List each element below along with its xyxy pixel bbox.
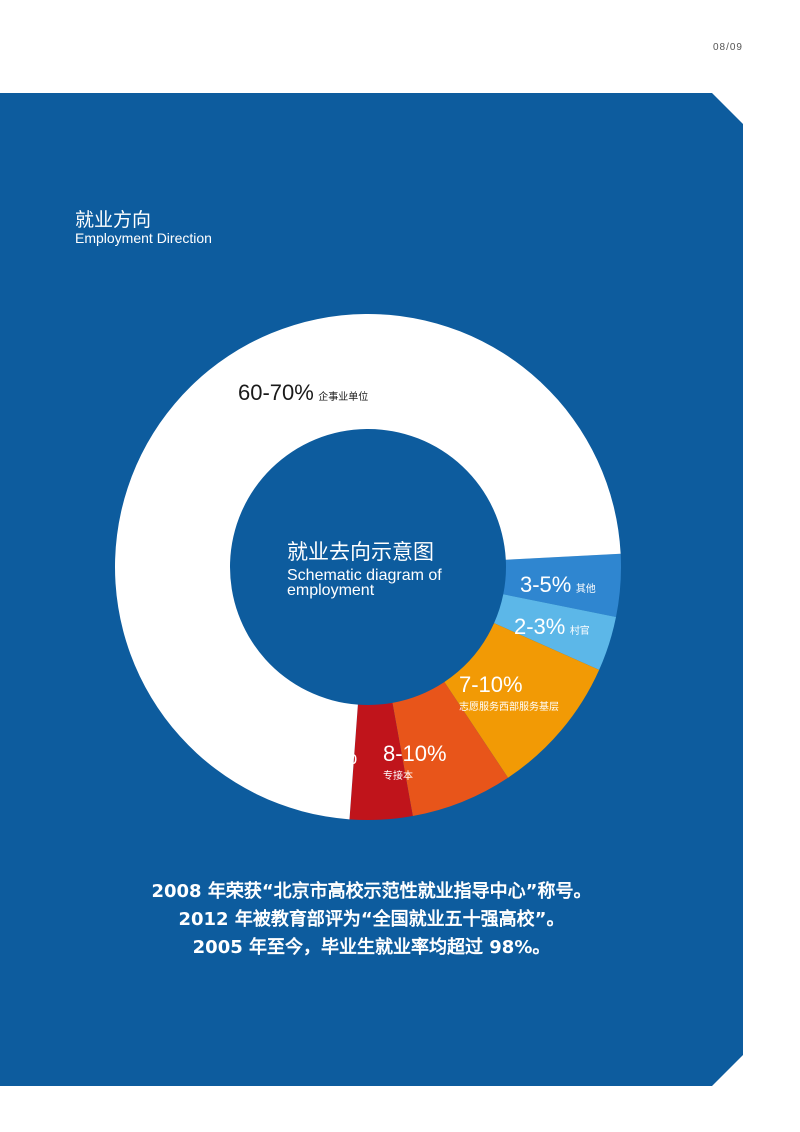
chart-center-subtitle: Schematic diagram of employment [287,567,442,599]
footer-line: 2005 年至今，毕业生就业率均超过 98%。 [192,937,551,958]
donut-slice-3 [444,623,600,778]
donut-slice-0 [115,314,621,820]
chart-center-title: 就业去向示意图 [287,540,434,564]
donut-slice-4 [392,681,509,817]
slice-label-qita: 3-5% 其他 [520,572,596,598]
slice-category: 专接本 [383,771,413,782]
slice-label-cunguan: 2-3% 村官 [514,614,590,640]
slice-label-chuguo: 3-5% 出国留学 [306,744,357,785]
donut-slice-2 [494,594,617,670]
slice-category: 村官 [569,626,590,637]
slice-category: 企事业单位 [318,392,369,403]
page-number: 08/09 [712,42,743,53]
slice-value: 3-5% [306,744,358,769]
footer-text: 2008 年荣获“北京市高校示范性就业指导中心”称号。 2012 年被教育部评为… [0,878,743,962]
slice-value: 7-10% [459,672,523,697]
slice-value: 3-5% [520,572,572,597]
slice-value: 60-70% [238,380,314,405]
donut-slice-5 [349,702,413,820]
slice-value: 2-3% [514,614,566,639]
slice-category: 出国留学 [306,774,346,785]
slice-value: 8-10% [383,741,447,766]
footer-line: 2012 年被教育部评为“全国就业五十强高校”。 [178,909,565,930]
section-title: 就业方向 [75,209,152,231]
slice-label-qishiye: 60-70% 企事业单位 [238,380,368,406]
slice-label-zhuanjieben: 8-10% 专接本 [383,741,447,782]
footer-line: 2008 年荣获“北京市高校示范性就业指导中心”称号。 [151,881,592,902]
slice-category: 其他 [575,584,596,595]
section-subtitle: Employment Direction [75,230,212,246]
slice-label-zhiyuan: 7-10% 志愿服务西部服务基层 [459,672,559,713]
slice-category: 志愿服务西部服务基层 [459,702,559,713]
donut-slice-1 [503,553,622,618]
